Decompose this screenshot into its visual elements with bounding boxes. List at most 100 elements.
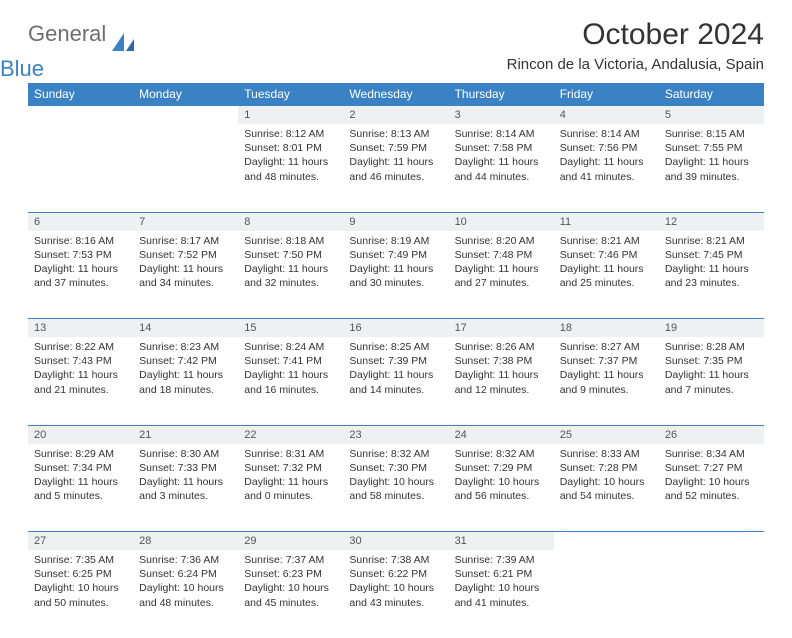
day-detail-cell: Sunrise: 8:34 AMSunset: 7:27 PMDaylight:…: [659, 444, 764, 532]
daylight-text: Daylight: 11 hours and 7 minutes.: [665, 368, 758, 396]
sunset-text: Sunset: 7:35 PM: [665, 354, 758, 368]
sunrise-text: Sunrise: 8:24 AM: [244, 340, 337, 354]
sunset-text: Sunset: 6:24 PM: [139, 567, 232, 581]
weekday-header: Monday: [133, 83, 238, 106]
daylight-text: Daylight: 10 hours and 45 minutes.: [244, 581, 337, 609]
day-number-cell: 21: [133, 425, 238, 444]
day-number: 5: [665, 109, 671, 121]
day-number: 17: [455, 322, 467, 334]
daylight-text: Daylight: 11 hours and 9 minutes.: [560, 368, 653, 396]
day-number-cell: [28, 106, 133, 125]
day-number-row: 13141516171819: [28, 319, 764, 338]
day-number: 4: [560, 109, 566, 121]
sunrise-text: Sunrise: 8:25 AM: [349, 340, 442, 354]
day-detail-cell: Sunrise: 8:16 AMSunset: 7:53 PMDaylight:…: [28, 231, 133, 319]
day-detail-cell: Sunrise: 8:29 AMSunset: 7:34 PMDaylight:…: [28, 444, 133, 532]
sunrise-text: Sunrise: 8:26 AM: [455, 340, 548, 354]
sunset-text: Sunset: 7:43 PM: [34, 354, 127, 368]
day-detail-cell: Sunrise: 8:17 AMSunset: 7:52 PMDaylight:…: [133, 231, 238, 319]
daylight-text: Daylight: 11 hours and 39 minutes.: [665, 155, 758, 183]
daylight-text: Daylight: 10 hours and 43 minutes.: [349, 581, 442, 609]
daylight-text: Daylight: 11 hours and 41 minutes.: [560, 155, 653, 183]
sunrise-text: Sunrise: 8:34 AM: [665, 447, 758, 461]
day-number-cell: 23: [343, 425, 448, 444]
day-number-cell: 7: [133, 212, 238, 231]
day-number: 23: [349, 429, 361, 441]
day-number: 6: [34, 216, 40, 228]
sunrise-text: Sunrise: 8:27 AM: [560, 340, 653, 354]
day-number-cell: 27: [28, 532, 133, 551]
sunrise-text: Sunrise: 8:23 AM: [139, 340, 232, 354]
sunset-text: Sunset: 7:30 PM: [349, 461, 442, 475]
sunset-text: Sunset: 7:55 PM: [665, 141, 758, 155]
month-title: October 2024: [507, 18, 764, 52]
day-detail-cell: Sunrise: 7:38 AMSunset: 6:22 PMDaylight:…: [343, 550, 448, 638]
daylight-text: Daylight: 10 hours and 54 minutes.: [560, 475, 653, 503]
day-number-row: 20212223242526: [28, 425, 764, 444]
daylight-text: Daylight: 10 hours and 48 minutes.: [139, 581, 232, 609]
day-number-cell: 16: [343, 319, 448, 338]
day-number-cell: 5: [659, 106, 764, 125]
day-number: 9: [349, 216, 355, 228]
sunset-text: Sunset: 6:21 PM: [455, 567, 548, 581]
day-detail-cell: Sunrise: 8:21 AMSunset: 7:45 PMDaylight:…: [659, 231, 764, 319]
day-number: 20: [34, 429, 46, 441]
sunset-text: Sunset: 7:53 PM: [34, 248, 127, 262]
day-number: 31: [455, 535, 467, 547]
day-detail-cell: Sunrise: 8:24 AMSunset: 7:41 PMDaylight:…: [238, 337, 343, 425]
day-detail-cell: Sunrise: 7:39 AMSunset: 6:21 PMDaylight:…: [449, 550, 554, 638]
day-number-cell: 20: [28, 425, 133, 444]
day-number-row: 2728293031: [28, 532, 764, 551]
day-number-cell: 25: [554, 425, 659, 444]
day-number-cell: 19: [659, 319, 764, 338]
day-number-cell: 3: [449, 106, 554, 125]
daylight-text: Daylight: 11 hours and 21 minutes.: [34, 368, 127, 396]
sunset-text: Sunset: 7:28 PM: [560, 461, 653, 475]
day-number-cell: 26: [659, 425, 764, 444]
daylight-text: Daylight: 11 hours and 25 minutes.: [560, 262, 653, 290]
day-number-cell: [659, 532, 764, 551]
day-number: 25: [560, 429, 572, 441]
day-detail-cell: [554, 550, 659, 638]
day-number-cell: 1: [238, 106, 343, 125]
day-number: 15: [244, 322, 256, 334]
day-number-cell: 8: [238, 212, 343, 231]
sunset-text: Sunset: 7:59 PM: [349, 141, 442, 155]
daylight-text: Daylight: 11 hours and 23 minutes.: [665, 262, 758, 290]
day-number-cell: [554, 532, 659, 551]
sunrise-text: Sunrise: 8:19 AM: [349, 234, 442, 248]
day-number-cell: 11: [554, 212, 659, 231]
day-number-cell: 6: [28, 212, 133, 231]
sunrise-text: Sunrise: 8:14 AM: [560, 127, 653, 141]
day-number-cell: 12: [659, 212, 764, 231]
logo-word-blue: Blue: [0, 56, 44, 81]
day-detail-row: Sunrise: 8:12 AMSunset: 8:01 PMDaylight:…: [28, 124, 764, 212]
day-detail-cell: Sunrise: 8:18 AMSunset: 7:50 PMDaylight:…: [238, 231, 343, 319]
day-detail-row: Sunrise: 8:22 AMSunset: 7:43 PMDaylight:…: [28, 337, 764, 425]
sunset-text: Sunset: 7:27 PM: [665, 461, 758, 475]
sunset-text: Sunset: 7:45 PM: [665, 248, 758, 262]
day-number-cell: 14: [133, 319, 238, 338]
daylight-text: Daylight: 11 hours and 12 minutes.: [455, 368, 548, 396]
daylight-text: Daylight: 10 hours and 56 minutes.: [455, 475, 548, 503]
daylight-text: Daylight: 11 hours and 37 minutes.: [34, 262, 127, 290]
sunrise-text: Sunrise: 8:17 AM: [139, 234, 232, 248]
daylight-text: Daylight: 11 hours and 44 minutes.: [455, 155, 548, 183]
sunset-text: Sunset: 7:39 PM: [349, 354, 442, 368]
daylight-text: Daylight: 10 hours and 41 minutes.: [455, 581, 548, 609]
sunrise-text: Sunrise: 8:14 AM: [455, 127, 548, 141]
day-detail-row: Sunrise: 7:35 AMSunset: 6:25 PMDaylight:…: [28, 550, 764, 638]
day-detail-cell: Sunrise: 8:12 AMSunset: 8:01 PMDaylight:…: [238, 124, 343, 212]
day-detail-row: Sunrise: 8:29 AMSunset: 7:34 PMDaylight:…: [28, 444, 764, 532]
weekday-header: Sunday: [28, 83, 133, 106]
daylight-text: Daylight: 10 hours and 58 minutes.: [349, 475, 442, 503]
sunrise-text: Sunrise: 8:12 AM: [244, 127, 337, 141]
daylight-text: Daylight: 10 hours and 52 minutes.: [665, 475, 758, 503]
sunrise-text: Sunrise: 8:28 AM: [665, 340, 758, 354]
logo-sail-icon: [110, 31, 136, 58]
sunrise-text: Sunrise: 8:13 AM: [349, 127, 442, 141]
daylight-text: Daylight: 11 hours and 0 minutes.: [244, 475, 337, 503]
daylight-text: Daylight: 11 hours and 32 minutes.: [244, 262, 337, 290]
day-number: 29: [244, 535, 256, 547]
daylight-text: Daylight: 11 hours and 46 minutes.: [349, 155, 442, 183]
